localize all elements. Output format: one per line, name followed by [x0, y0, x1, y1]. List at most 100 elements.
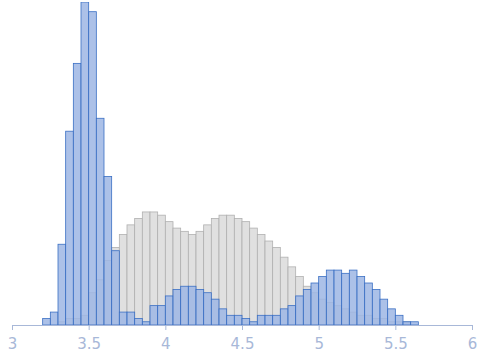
histogram-bar: [296, 277, 304, 325]
tick: 4: [161, 325, 171, 353]
histogram-bar: [311, 283, 319, 325]
tick-label: 6: [468, 335, 478, 353]
histogram-bar: [334, 270, 342, 325]
histogram-bar: [89, 12, 97, 325]
histogram-bar: [150, 212, 158, 325]
histogram-bar: [73, 63, 81, 325]
tick-label: 4.5: [231, 335, 255, 353]
tick-mark: [319, 325, 320, 330]
histogram-bar: [234, 218, 242, 325]
histogram-bar: [319, 277, 327, 325]
histogram-bar: [127, 225, 135, 325]
histogram-bar: [181, 286, 189, 325]
chart: 3 3.5 4 4.5 5 5.5 6: [0, 0, 484, 363]
histogram-bar: [372, 289, 380, 325]
histogram-bar: [165, 296, 173, 325]
histogram-bar: [227, 315, 235, 325]
histogram-bar: [273, 247, 281, 325]
tick-label: 3.5: [77, 335, 101, 353]
axis-line: [13, 326, 473, 331]
histogram-bar: [81, 2, 89, 325]
histogram-bar: [357, 277, 365, 325]
histogram-bar: [265, 315, 273, 325]
tick-mark: [242, 325, 243, 330]
tick: 4.5: [231, 325, 255, 353]
tick-label: 5.5: [384, 335, 408, 353]
histogram-bar: [288, 267, 296, 325]
tick-mark: [12, 325, 13, 330]
histogram-bar: [303, 286, 311, 325]
histogram-bar: [219, 215, 227, 325]
x-axis: 3 3.5 4 4.5 5 5.5 6: [8, 325, 478, 353]
histogram-bar: [66, 131, 74, 325]
histogram-bar: [365, 283, 373, 325]
tick-label: 3: [8, 335, 18, 353]
tick-label: 4: [161, 335, 171, 353]
histogram-bar: [326, 270, 334, 325]
histogram-bar: [204, 293, 212, 325]
histogram-bar: [380, 299, 388, 325]
histogram-bar: [104, 176, 112, 325]
histogram-bar: [173, 228, 181, 325]
histogram-bar: [250, 228, 258, 325]
histogram-bar: [135, 218, 143, 325]
histogram-bar: [288, 306, 296, 325]
tick-mark: [395, 325, 396, 330]
histogram-bar: [250, 322, 258, 325]
histogram-bar: [273, 315, 281, 325]
histogram-bar: [280, 257, 288, 325]
histogram-bar: [227, 215, 235, 325]
histogram-bar: [403, 322, 411, 325]
tick-label: 5: [314, 335, 324, 353]
histogram-bar: [303, 289, 311, 325]
histogram-bar: [58, 244, 66, 325]
histogram-bar: [242, 222, 250, 325]
histogram-bar: [50, 312, 58, 325]
histogram-bar: [349, 270, 357, 325]
histogram-bar: [296, 296, 304, 325]
histogram-bar: [43, 319, 51, 325]
histogram-bar: [173, 289, 181, 325]
histogram-bar: [112, 247, 120, 325]
histogram-bar: [119, 312, 127, 325]
histogram-bar: [257, 235, 265, 325]
histogram-bar: [181, 231, 189, 325]
tick-mark: [89, 325, 90, 330]
tick: 3: [8, 325, 18, 353]
tick: 3.5: [77, 325, 101, 353]
tick: 5.5: [384, 325, 408, 353]
histogram-bar: [150, 306, 158, 325]
histogram-bar: [204, 225, 212, 325]
histogram-bar: [211, 218, 219, 325]
histogram-bar: [196, 289, 204, 325]
histogram-bar: [234, 315, 242, 325]
histogram-bar: [418, 325, 426, 326]
histogram-bar: [342, 273, 350, 325]
histogram-bar: [112, 251, 120, 325]
histogram-bar: [196, 231, 204, 325]
histogram-bar: [242, 319, 250, 325]
histogram-bar: [265, 241, 273, 325]
histogram-bar: [142, 212, 150, 325]
histogram-bar: [418, 325, 426, 326]
tick-mark: [165, 325, 166, 330]
histogram-bar: [188, 286, 196, 325]
plot-area: [43, 2, 419, 325]
histogram-bar: [411, 322, 419, 325]
histogram-bar: [219, 309, 227, 325]
tick: 6: [468, 325, 478, 353]
histogram-bar: [188, 235, 196, 325]
histogram-bar: [165, 222, 173, 325]
histogram-bar: [127, 312, 135, 325]
histogram-bar: [119, 235, 127, 325]
series-1: [43, 2, 419, 325]
histogram-bar: [280, 309, 288, 325]
histogram-bar: [135, 319, 143, 325]
histogram-bar: [158, 215, 166, 325]
histogram-bar: [388, 309, 396, 325]
histogram-bar: [395, 315, 403, 325]
tick-mark: [472, 325, 473, 330]
histogram-bar: [158, 306, 166, 325]
histogram-bar: [211, 299, 219, 325]
histogram-bar: [403, 322, 411, 325]
